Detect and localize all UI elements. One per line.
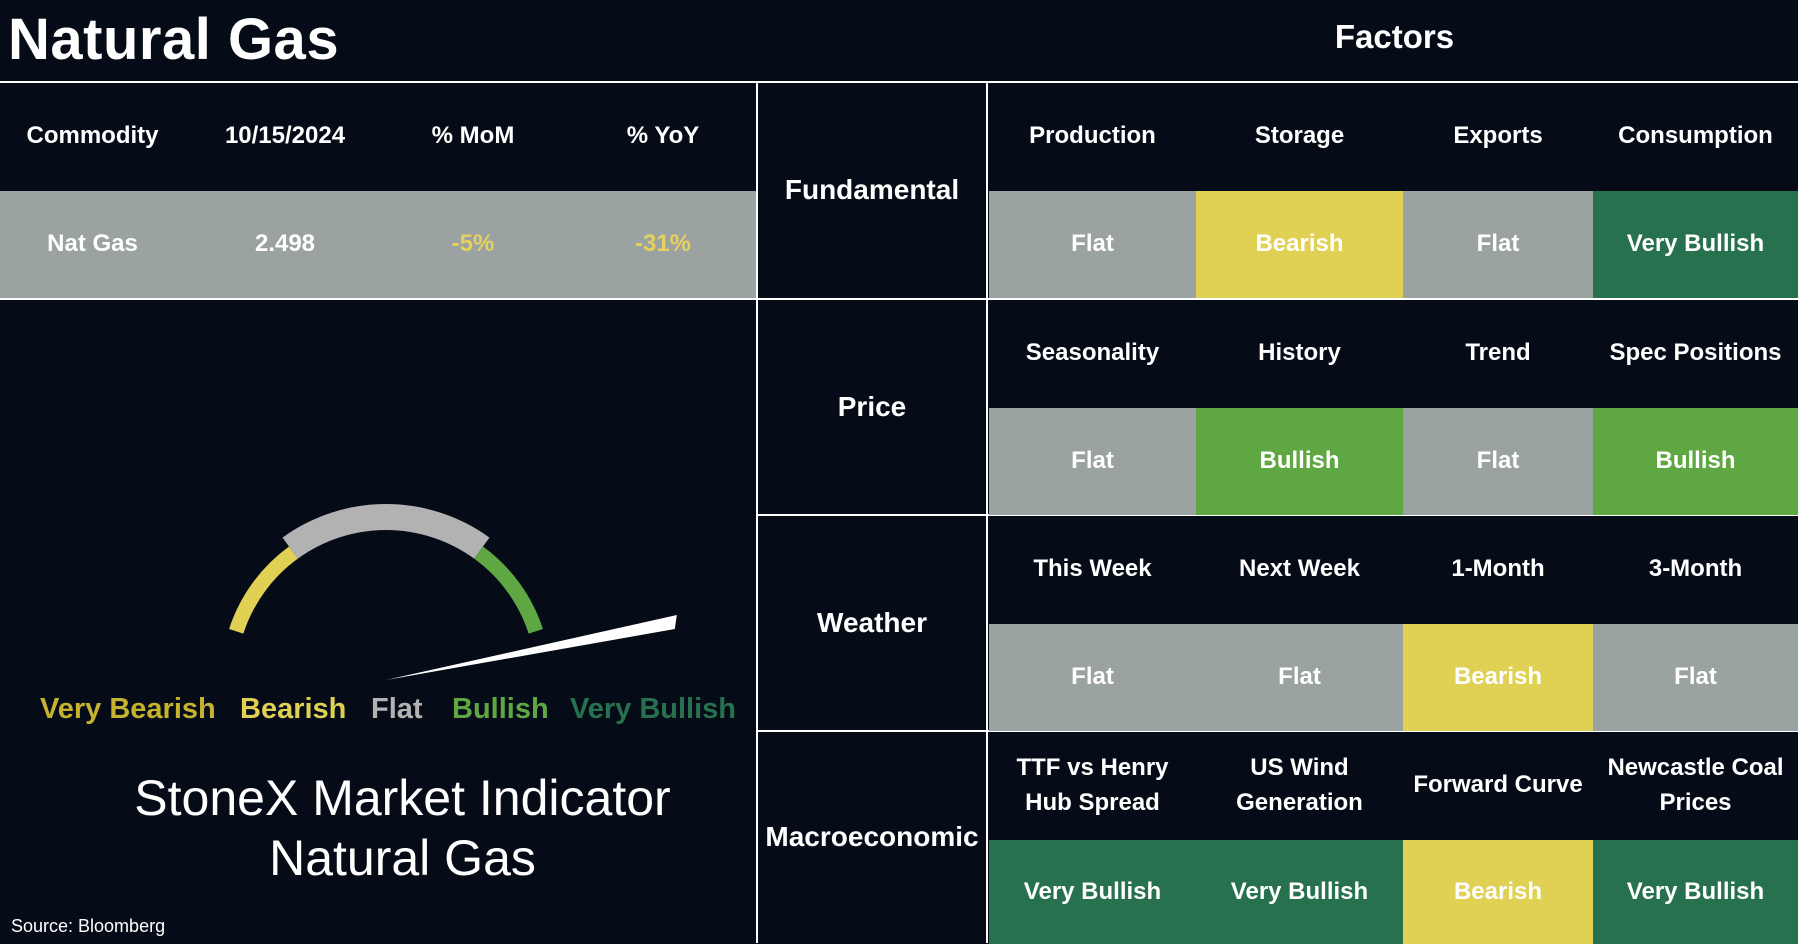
category-vertical-divider bbox=[986, 82, 988, 943]
summary-row-background bbox=[0, 191, 756, 298]
factor-name: US Wind Generation bbox=[1236, 753, 1363, 816]
factor-signal: Flat bbox=[1593, 624, 1798, 731]
factor-divider-2 bbox=[757, 514, 1798, 516]
factor-signal: Very Bullish bbox=[1593, 840, 1798, 944]
factor-name: Exports bbox=[1453, 122, 1543, 150]
factor-category-fundamental: Fundamental bbox=[784, 173, 960, 205]
factor-signal: Flat bbox=[989, 408, 1196, 515]
factor-name: Consumption bbox=[1618, 122, 1773, 150]
factor-signal: Flat bbox=[989, 624, 1196, 731]
factor-name: Seasonality bbox=[1025, 339, 1160, 367]
factor-signal: Flat bbox=[1196, 624, 1403, 731]
factors-title: Factors bbox=[1334, 18, 1455, 55]
factor-divider-1 bbox=[757, 298, 1798, 300]
summary-header-2: % MoM bbox=[431, 122, 515, 150]
factor-name: This Week bbox=[1033, 555, 1152, 583]
factor-divider-3 bbox=[757, 730, 1798, 732]
factor-name: TTF vs Henry Hub Spread bbox=[1016, 753, 1169, 816]
sentiment-gauge bbox=[229, 504, 677, 680]
gauge-label-very-bearish: Very Bearish bbox=[40, 693, 216, 725]
summary-value-3: -31% bbox=[634, 230, 692, 258]
page-title: Natural Gas bbox=[8, 7, 340, 72]
factor-name: Next Week bbox=[1239, 555, 1360, 583]
indicator-line-2: Natural Gas bbox=[269, 830, 536, 886]
factor-signal: Very Bullish bbox=[1196, 840, 1403, 944]
factor-category-weather: Weather bbox=[817, 606, 927, 638]
factor-signal: Very Bullish bbox=[1593, 191, 1798, 298]
gauge-segment-flat bbox=[282, 504, 490, 559]
gauge-segment-bullish bbox=[474, 546, 543, 634]
gauge-label-bullish: Bullish bbox=[452, 693, 549, 725]
factor-name: Trend bbox=[1465, 339, 1531, 367]
indicator-title: StoneX Market Indicator Natural Gas bbox=[0, 768, 805, 888]
factor-name: Forward Curve bbox=[1413, 771, 1583, 799]
factor-signal: Flat bbox=[989, 191, 1196, 298]
main-vertical-divider bbox=[756, 82, 758, 943]
factor-signal: Flat bbox=[1403, 408, 1593, 515]
summary-header-0: Commodity bbox=[26, 122, 159, 150]
factor-signal: Flat bbox=[1403, 191, 1593, 298]
factor-category-macroeconomic: Macroeconomic bbox=[765, 821, 979, 853]
top-divider bbox=[0, 81, 1798, 83]
factor-name: History bbox=[1258, 339, 1341, 367]
factor-name: Spec Positions bbox=[1609, 339, 1782, 367]
gauge-label-flat: Flat bbox=[371, 693, 423, 725]
factor-name: 3-Month bbox=[1648, 555, 1743, 583]
gauge-segment-very-bullish bbox=[528, 633, 536, 680]
factor-name: Storage bbox=[1254, 122, 1345, 150]
factor-signal: Bearish bbox=[1403, 624, 1593, 731]
factor-signal: Bearish bbox=[1403, 840, 1593, 944]
factor-name: Newcastle Coal Prices bbox=[1607, 753, 1784, 816]
factor-name: 1-Month bbox=[1451, 555, 1545, 583]
summary-value-0: Nat Gas bbox=[47, 230, 138, 258]
factor-signal: Bullish bbox=[1196, 408, 1403, 515]
gauge-segment-bearish bbox=[229, 546, 298, 634]
factor-signal: Bearish bbox=[1196, 191, 1403, 298]
gauge-label-very-bullish: Very Bullish bbox=[570, 693, 737, 725]
factor-name: Production bbox=[1029, 122, 1156, 150]
gauge-segment-very-bearish bbox=[236, 633, 244, 680]
summary-header-3: % YoY bbox=[626, 122, 700, 150]
summary-value-2: -5% bbox=[451, 230, 495, 258]
summary-value-1: 2.498 bbox=[254, 230, 316, 258]
factor-signal: Very Bullish bbox=[989, 840, 1196, 944]
summary-divider bbox=[0, 298, 757, 300]
gauge-label-bearish: Bearish bbox=[240, 693, 347, 725]
factor-signal: Bullish bbox=[1593, 408, 1798, 515]
factor-category-price: Price bbox=[837, 390, 907, 422]
summary-header-1: 10/15/2024 bbox=[224, 122, 346, 150]
indicator-line-1: StoneX Market Indicator bbox=[134, 770, 671, 826]
source-note: Source: Bloomberg bbox=[11, 916, 166, 936]
